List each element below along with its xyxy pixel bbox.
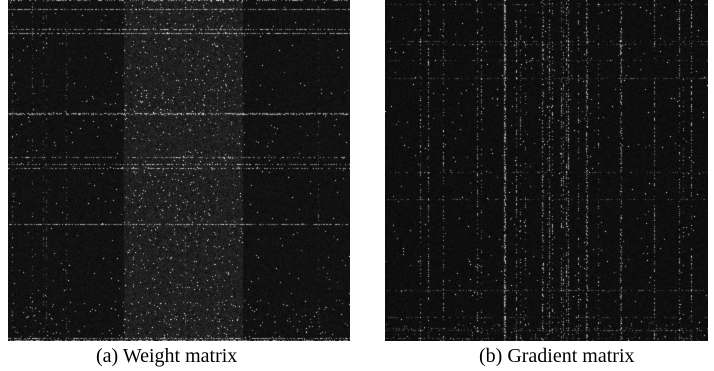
gradient-matrix-image (385, 0, 708, 341)
weight-matrix-panel (8, 0, 350, 341)
weight-matrix-image (8, 0, 350, 341)
gradient-matrix-panel (385, 0, 708, 341)
gradient-matrix-caption: (b) Gradient matrix (479, 345, 635, 367)
weight-matrix-caption: (a) Weight matrix (96, 345, 238, 367)
